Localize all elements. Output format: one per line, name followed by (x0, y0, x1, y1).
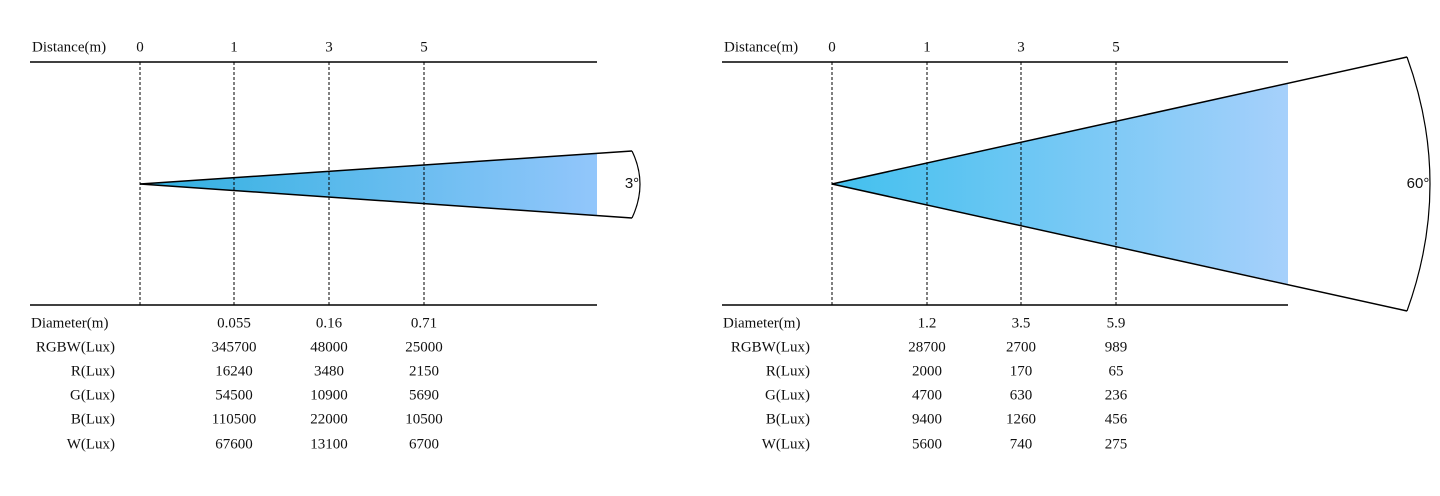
lux-value: 10900 (310, 387, 348, 403)
lux-value: 2700 (1006, 339, 1036, 355)
lux-value: 5690 (409, 387, 439, 403)
distance-tick: 1 (230, 39, 238, 55)
distance-tick: 3 (1017, 39, 1025, 55)
beam-edge (831, 183, 1408, 312)
distance-tick: 5 (1112, 39, 1120, 55)
lux-value: 65 (1109, 363, 1124, 379)
lux-value: 345700 (212, 339, 257, 355)
diameter-value: 0.055 (217, 315, 251, 331)
lux-value: 2150 (409, 363, 439, 379)
row-label: B(Lux) (766, 411, 810, 427)
lux-value: 630 (1010, 387, 1033, 403)
lux-value: 236 (1105, 387, 1128, 403)
lux-value: 16240 (215, 363, 253, 379)
beam-edge (139, 183, 633, 219)
distance-tick: 3 (325, 39, 333, 55)
diameter-value: 0.71 (411, 315, 437, 331)
distance-tick: 5 (420, 39, 428, 55)
lux-value: 9400 (912, 411, 942, 427)
lux-value: 1260 (1006, 411, 1036, 427)
lux-value: 22000 (310, 411, 348, 427)
diameter-label: Diameter(m) (723, 315, 800, 331)
lux-value: 25000 (405, 339, 443, 355)
lux-value: 6700 (409, 436, 439, 452)
diameter-value: 3.5 (1012, 315, 1031, 331)
row-label: R(Lux) (766, 363, 810, 379)
lux-value: 5600 (912, 436, 942, 452)
lux-value: 456 (1105, 411, 1128, 427)
lux-value: 48000 (310, 339, 348, 355)
distance-label: Distance(m) (32, 39, 106, 55)
lux-value: 2000 (912, 363, 942, 379)
lux-value: 28700 (908, 339, 946, 355)
lux-value: 10500 (405, 411, 443, 427)
lux-value: 275 (1105, 436, 1128, 452)
lux-value: 13100 (310, 436, 348, 452)
beam (140, 153, 597, 215)
lux-value: 740 (1010, 436, 1033, 452)
diameter-value: 0.16 (316, 315, 343, 331)
row-label: B(Lux) (71, 411, 115, 427)
lux-value: 54500 (215, 387, 253, 403)
lux-value: 67600 (215, 436, 253, 452)
beam-angle: 60° (1407, 175, 1430, 192)
row-label: G(Lux) (70, 387, 115, 403)
beam (832, 83, 1288, 284)
diameter-value: 5.9 (1107, 315, 1126, 331)
row-label: W(Lux) (762, 436, 810, 452)
lux-value: 170 (1010, 363, 1033, 379)
lux-value: 4700 (912, 387, 942, 403)
row-label: W(Lux) (67, 436, 115, 452)
angle-arc (1406, 56, 1431, 312)
distance-tick: 0 (136, 39, 144, 55)
row-label: R(Lux) (71, 363, 115, 379)
lux-value: 3480 (314, 363, 344, 379)
beam-angle: 3° (625, 175, 639, 192)
row-label: RGBW(Lux) (36, 339, 115, 355)
lux-value: 989 (1105, 339, 1128, 355)
diameter-value: 1.2 (918, 315, 937, 331)
row-label: RGBW(Lux) (731, 339, 810, 355)
distance-tick: 0 (828, 39, 836, 55)
row-label: G(Lux) (765, 387, 810, 403)
lux-value: 110500 (212, 411, 256, 427)
beam-edge (139, 150, 633, 185)
distance-tick: 1 (923, 39, 931, 55)
beam-edge (831, 56, 1408, 185)
diameter-label: Diameter(m) (31, 315, 108, 331)
angle-arc (631, 150, 641, 219)
distance-label: Distance(m) (724, 39, 798, 55)
